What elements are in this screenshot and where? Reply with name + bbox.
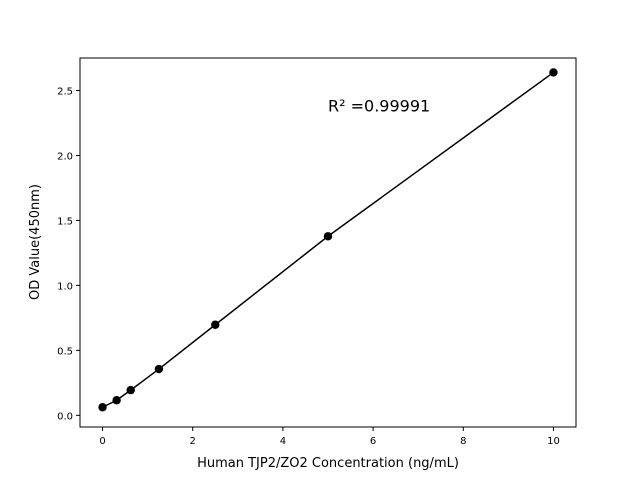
data-point [126,385,135,395]
y-tick: 1.0 [57,281,80,292]
data-point [112,396,121,405]
y-tick: 1.5 [57,216,80,227]
y-axis-label: OD Value(450nm) [28,184,43,300]
x-tick: 6 [370,427,376,447]
x-tick: 0 [99,427,106,447]
data-point [211,320,220,329]
x-tick: 4 [280,427,286,447]
x-tick-label: 10 [547,436,560,447]
plot-frame [79,57,577,428]
x-tick-label: 4 [280,436,286,447]
x-tick: 2 [190,427,196,447]
x-tick-label: 8 [460,436,466,447]
r-squared-annotation: R² =0.99991 [328,96,430,115]
data-point [549,68,558,77]
x-axis-label: Human TJP2/ZO2 Concentration (ng/mL) [197,456,459,471]
y-tick-label: 0.5 [57,346,73,357]
x-tick-label: 2 [190,436,196,447]
x-tick: 8 [460,427,466,447]
y-axis: 0.0 0.5 1.0 1.5 2.0 2.5 [57,86,80,422]
y-tick: 2.0 [57,151,80,162]
y-tick: 0.5 [57,346,80,357]
y-tick-label: 2.0 [57,151,73,162]
data-point [154,364,164,374]
y-tick-label: 1.5 [57,216,73,227]
x-axis: 0 2 4 6 8 10 [99,427,560,447]
x-tick-label: 0 [99,436,105,447]
y-tick: 2.5 [57,86,80,97]
data-point [323,232,333,241]
plot-marks [98,68,558,412]
y-tick-label: 0.0 [57,411,73,422]
x-tick-label: 6 [370,436,376,447]
data-point [98,403,107,412]
x-tick: 10 [547,427,560,447]
y-tick-label: 2.5 [57,86,73,97]
y-tick: 0.0 [57,411,80,422]
y-tick-label: 1.0 [57,281,73,292]
